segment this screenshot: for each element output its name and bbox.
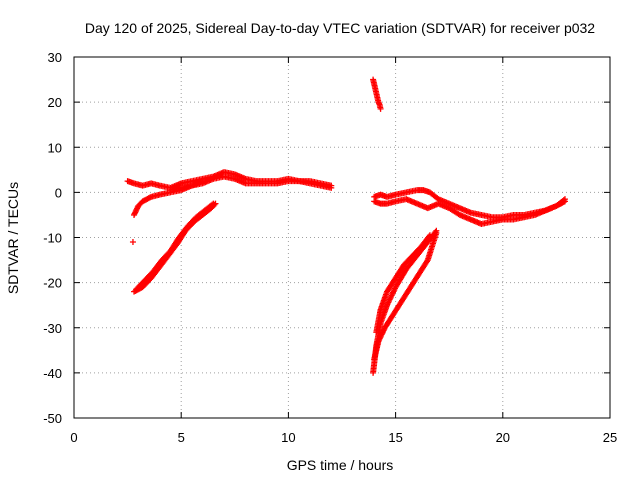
- data-point: [561, 198, 568, 205]
- y-tick-label: -40: [43, 366, 62, 381]
- series-late-rise-strand-b: [371, 229, 440, 363]
- grid-layer: [74, 57, 610, 418]
- data-point: [425, 233, 432, 240]
- y-tick-label: 20: [48, 95, 62, 110]
- data-point: [328, 184, 335, 191]
- series-late-rise-strand-c: [373, 232, 433, 336]
- data-point: [209, 201, 216, 208]
- x-tick-label: 10: [281, 430, 295, 445]
- data-point: [129, 239, 136, 246]
- y-tick-label: -30: [43, 321, 62, 336]
- x-tick-label: 20: [496, 430, 510, 445]
- y-tick-label: -10: [43, 231, 62, 246]
- y-tick-label: 30: [48, 50, 62, 65]
- y-tick-label: -20: [43, 276, 62, 291]
- series-lower-rise-strand-b: [133, 200, 217, 293]
- y-tick-label: 0: [55, 185, 62, 200]
- series-late-high-segment: [370, 76, 384, 112]
- data-marks: [124, 76, 568, 376]
- data-point: [210, 200, 217, 207]
- x-tick-label: 25: [603, 430, 617, 445]
- series-late-lower-band: [371, 196, 568, 227]
- y-tick-label: 10: [48, 140, 62, 155]
- series-isolated-point: [129, 239, 136, 246]
- data-point: [426, 232, 433, 239]
- y-axis-label: SDTVAR / TECUs: [5, 182, 21, 294]
- x-tick-label: 5: [178, 430, 185, 445]
- plot-frame: [73, 56, 611, 419]
- x-axis-label: GPS time / hours: [287, 457, 394, 473]
- series-early-lower-band: [167, 173, 335, 194]
- data-point: [423, 258, 430, 265]
- axis-layer: 0 5 10 15 20 25 30 20 10 0 -10 -20 -30 -40 -50: [43, 50, 617, 445]
- x-tick-label: 0: [70, 430, 77, 445]
- chart-title: Day 120 of 2025, Sidereal Day-to-day VTE…: [85, 20, 595, 36]
- y-tick-label: -50: [43, 411, 62, 426]
- x-tick-label: 15: [388, 430, 402, 445]
- data-point: [433, 229, 440, 236]
- data-point: [377, 105, 384, 112]
